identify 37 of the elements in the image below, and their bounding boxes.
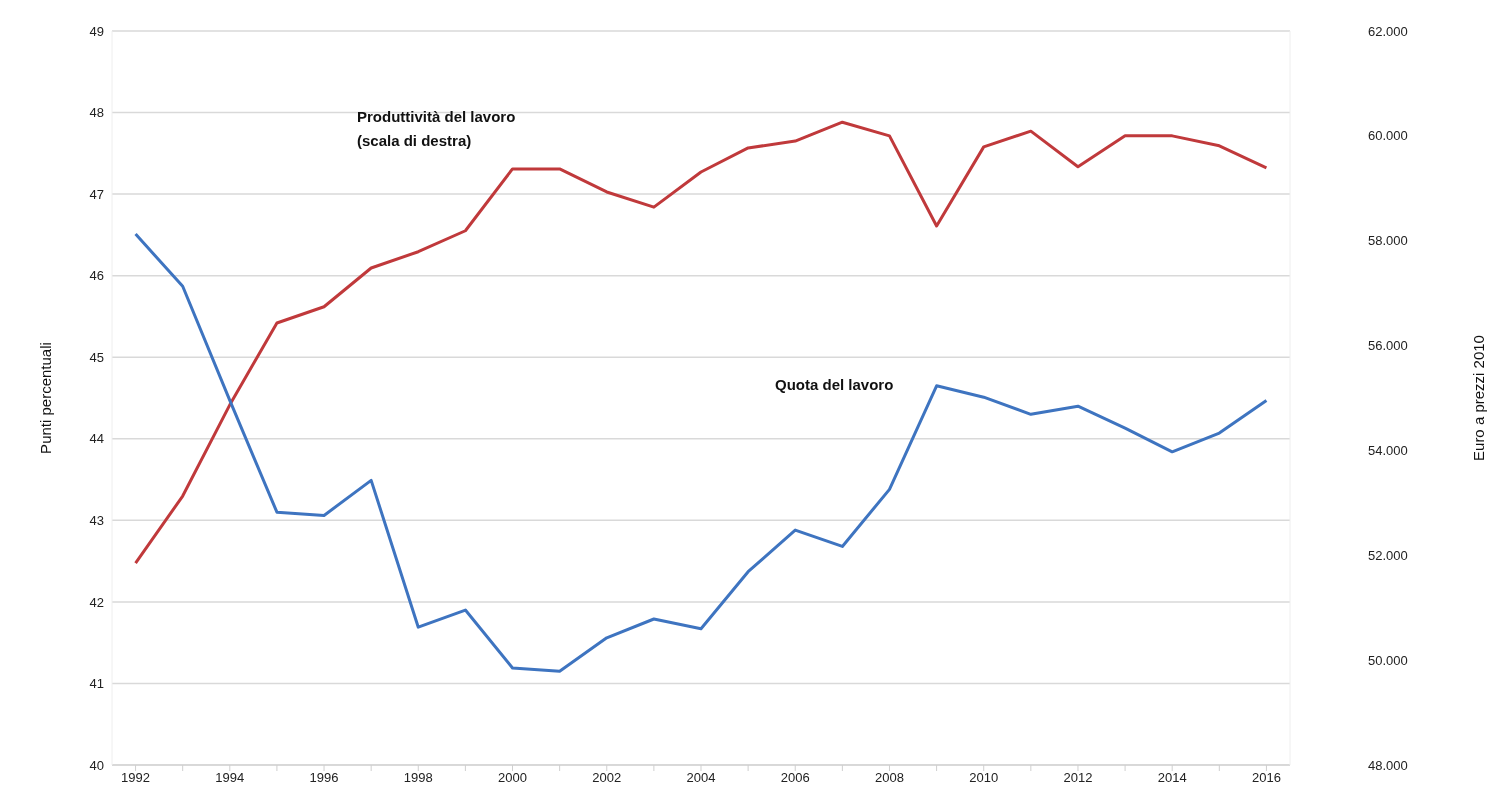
x-tick-label: 2016 bbox=[1251, 770, 1281, 786]
y2-tick-label: 52.000 bbox=[1368, 547, 1408, 563]
x-tick-label: 1998 bbox=[403, 770, 433, 786]
y-tick-label: 43 bbox=[89, 512, 104, 528]
x-tick-label: 2012 bbox=[1063, 770, 1093, 786]
line-series bbox=[134, 120, 1268, 565]
y2-tick-label: 50.000 bbox=[1368, 652, 1408, 668]
x-tick-label: 2006 bbox=[780, 770, 810, 786]
x-tick-label: 1996 bbox=[309, 770, 339, 786]
series-label: Produttività del lavoro (scala di destra) bbox=[357, 107, 517, 151]
y-tick-label: 48 bbox=[89, 105, 104, 121]
y2-axis-title: Euro a prezzi 2010 bbox=[1470, 335, 1488, 461]
line-series bbox=[134, 232, 1268, 673]
y-tick-label: 41 bbox=[89, 676, 104, 692]
x-tick-label: 2008 bbox=[875, 770, 904, 786]
x-tick-label: 1994 bbox=[215, 770, 245, 786]
y2-tick-label: 60.000 bbox=[1368, 128, 1408, 144]
x-tick-label: 1992 bbox=[121, 770, 151, 786]
y-tick-label: 49 bbox=[89, 23, 104, 39]
x-tick-label: 2000 bbox=[498, 770, 527, 786]
x-tick-label: 2014 bbox=[1157, 770, 1187, 786]
y2-tick-label: 54.000 bbox=[1368, 443, 1408, 459]
y-tick-label: 40 bbox=[89, 757, 104, 773]
text: Quota del lavoro bbox=[775, 375, 895, 395]
y2-tick-label: 48.000 bbox=[1368, 757, 1408, 773]
x-tick-label: 2004 bbox=[686, 770, 716, 786]
y-tick-label: 46 bbox=[89, 268, 104, 284]
y2-tick-label: 56.000 bbox=[1368, 338, 1408, 354]
y2-tick-label: 58.000 bbox=[1368, 233, 1408, 249]
y-tick-label: 47 bbox=[89, 186, 104, 202]
y-tick-label: 45 bbox=[89, 349, 104, 365]
y2-tick-label: 62.000 bbox=[1368, 23, 1408, 39]
y-tick-label: 42 bbox=[89, 594, 104, 610]
x-tick-label: 2010 bbox=[969, 770, 999, 786]
y-axis-title: Punti percentuali bbox=[37, 342, 55, 454]
y-tick-label: 44 bbox=[89, 431, 104, 447]
x-tick-label: 2002 bbox=[592, 770, 622, 786]
